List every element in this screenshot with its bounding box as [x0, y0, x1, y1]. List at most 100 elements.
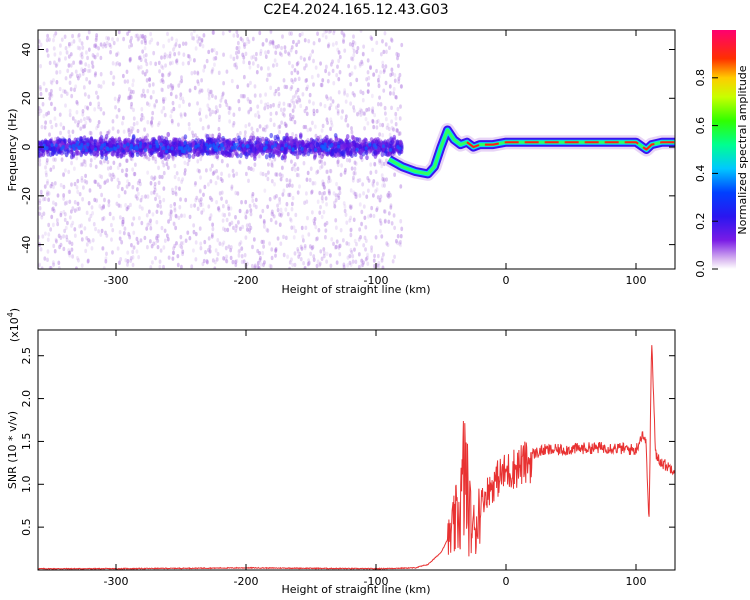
- spectral-speckle: [53, 52, 57, 57]
- spectral-speckle: [142, 54, 146, 59]
- spectral-speckle: [181, 240, 185, 246]
- spectral-band-point: [159, 154, 164, 160]
- spectral-speckle: [210, 70, 214, 75]
- spectral-speckle: [216, 175, 220, 180]
- snr-panel: -300 -200 -100 0 100 0.51.01.52.02.5 Height …: [6, 308, 676, 596]
- spectral-speckle: [123, 79, 127, 85]
- spectral-speckle: [121, 219, 125, 225]
- spectral-speckle: [172, 246, 176, 251]
- spectral-speckle: [230, 184, 234, 189]
- spectral-speckle: [62, 246, 66, 252]
- spectral-band-point: [215, 153, 219, 159]
- spectral-speckle: [38, 235, 41, 240]
- spectral-speckle: [149, 95, 153, 100]
- y-tick-label: 40: [20, 43, 33, 57]
- spectral-speckle: [367, 214, 370, 219]
- spectral-speckle: [345, 157, 349, 163]
- spectral-speckle: [75, 73, 79, 79]
- spectral-speckle: [243, 130, 247, 135]
- spectral-speckle: [56, 221, 60, 227]
- spectral-speckle: [328, 178, 332, 183]
- spectral-speckle: [65, 50, 69, 55]
- spectral-speckle: [77, 206, 81, 211]
- spectral-speckle: [329, 253, 332, 258]
- spectral-speckle: [121, 222, 125, 227]
- spectral-speckle: [156, 41, 160, 46]
- spectral-speckle: [377, 263, 381, 269]
- spectral-speckle: [70, 241, 74, 247]
- spectral-speckle: [152, 50, 156, 56]
- spectral-speckle: [278, 212, 282, 217]
- spectral-speckle: [174, 192, 178, 197]
- spectral-speckle: [170, 36, 174, 41]
- spectral-speckle: [256, 264, 260, 269]
- spectral-speckle: [132, 171, 136, 177]
- spectral-speckle: [335, 181, 338, 187]
- spectral-speckle: [262, 224, 266, 229]
- spectral-speckle: [67, 42, 71, 47]
- spectral-speckle: [323, 235, 327, 240]
- spectral-speckle: [355, 77, 359, 83]
- spectral-speckle: [45, 48, 49, 54]
- spectral-speckle: [359, 30, 363, 33]
- spectral-band-point: [45, 148, 50, 154]
- spectral-speckle: [225, 69, 229, 74]
- spectral-speckle: [168, 212, 172, 217]
- spectral-speckle: [329, 263, 333, 269]
- spectral-speckle: [237, 253, 241, 258]
- spectral-band-peak: [61, 145, 65, 150]
- spectral-speckle: [397, 52, 400, 58]
- spectral-speckle: [126, 262, 129, 267]
- spectral-speckle: [308, 127, 312, 132]
- spectral-speckle: [131, 82, 135, 88]
- spectral-speckle: [105, 233, 109, 238]
- spectral-band-point: [110, 151, 115, 157]
- spectral-speckle: [286, 212, 290, 217]
- spectral-speckle: [176, 253, 180, 259]
- spectral-speckle: [48, 132, 51, 137]
- spectral-speckle: [173, 163, 177, 169]
- spectral-speckle: [207, 236, 211, 241]
- spectral-speckle: [163, 52, 167, 57]
- spectral-speckle: [154, 156, 157, 162]
- spectral-speckle: [229, 54, 233, 59]
- spectral-speckle: [292, 39, 295, 45]
- spectral-speckle: [84, 248, 88, 254]
- spectral-speckle: [169, 114, 173, 119]
- spectral-speckle: [285, 201, 289, 207]
- spectral-speckle: [269, 217, 273, 223]
- spectral-speckle: [291, 262, 295, 268]
- spectral-speckle: [329, 62, 333, 67]
- spectral-band-peak: [209, 143, 213, 148]
- spectral-speckle: [124, 258, 128, 263]
- spectral-speckle: [241, 38, 245, 43]
- spectral-speckle: [43, 125, 47, 130]
- spectral-band-point: [95, 151, 100, 157]
- spectral-speckle: [318, 159, 322, 165]
- spectral-speckle: [394, 94, 397, 100]
- spectral-speckle: [85, 242, 89, 247]
- spectral-speckle: [91, 53, 95, 58]
- spectral-speckle: [39, 247, 43, 252]
- spectral-speckle: [70, 182, 73, 187]
- spectral-speckle: [213, 259, 217, 265]
- spectral-speckle: [208, 112, 212, 117]
- spectral-speckle: [196, 159, 200, 164]
- spectral-speckle: [231, 123, 235, 128]
- spectral-speckle: [158, 69, 161, 74]
- spectral-speckle: [395, 239, 398, 244]
- spectral-speckle: [86, 259, 90, 264]
- spectral-speckle: [198, 188, 202, 193]
- spectral-speckle: [209, 89, 213, 95]
- spectral-speckle: [81, 68, 85, 74]
- spectral-speckle: [100, 228, 104, 234]
- spectral-speckle: [370, 108, 374, 113]
- spectral-speckle: [52, 157, 55, 162]
- spectral-speckle: [64, 168, 67, 173]
- spectral-speckle: [123, 190, 127, 195]
- spectral-band-point: [285, 136, 290, 142]
- spectral-speckle: [53, 157, 57, 162]
- spectral-speckle: [338, 190, 342, 196]
- spectral-speckle: [149, 226, 153, 231]
- spectral-band-point: [276, 144, 281, 150]
